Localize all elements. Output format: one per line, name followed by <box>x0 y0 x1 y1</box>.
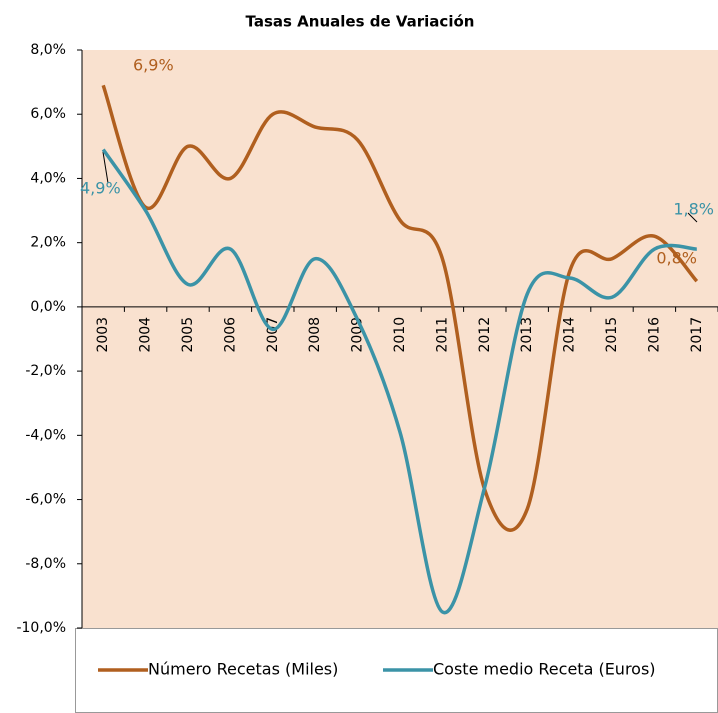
x-tick-label: 2015 <box>604 317 620 353</box>
x-tick-label: 2010 <box>392 317 408 353</box>
x-tick-label: 2016 <box>646 317 662 353</box>
y-tick-label: 8,0% <box>30 42 66 58</box>
x-tick-label: 2007 <box>265 317 281 353</box>
y-tick-label: 6,0% <box>30 106 66 122</box>
y-tick-label: 4,0% <box>30 170 66 186</box>
x-tick-label: 2008 <box>307 317 323 353</box>
series-line <box>101 148 697 615</box>
data-label: 4,9% <box>80 179 121 198</box>
data-label: 0,8% <box>656 249 697 268</box>
x-tick-label: 2014 <box>562 317 578 353</box>
x-tick-label: 2003 <box>95 317 111 353</box>
x-tick-label: 2012 <box>477 317 493 353</box>
leader-line <box>687 212 698 223</box>
x-tick-label: 2006 <box>222 317 238 353</box>
x-tick-label: 2017 <box>689 317 705 353</box>
y-tick-label: -8,0% <box>25 556 66 572</box>
chart-title: Tasas Anuales de Variación <box>246 13 475 31</box>
y-tick-label: -6,0% <box>25 492 66 508</box>
y-tick-label: -10,0% <box>16 620 66 636</box>
leader-line <box>102 151 109 184</box>
y-tick-label: 0,0% <box>30 299 66 315</box>
y-tick-label: 2,0% <box>30 235 66 251</box>
x-tick-label: 2011 <box>434 317 450 353</box>
data-label: 1,8% <box>673 200 714 219</box>
x-tick-label: 2005 <box>180 317 196 353</box>
x-tick-label: 2004 <box>138 317 154 353</box>
data-label: 6,9% <box>133 56 174 75</box>
legend-label: Número Recetas (Miles) <box>148 660 338 679</box>
series-line <box>101 84 699 532</box>
legend-label: Coste medio Receta (Euros) <box>433 660 656 679</box>
y-tick-label: -2,0% <box>25 363 66 379</box>
y-tick-label: -4,0% <box>25 427 66 443</box>
x-tick-label: 2013 <box>519 317 535 353</box>
